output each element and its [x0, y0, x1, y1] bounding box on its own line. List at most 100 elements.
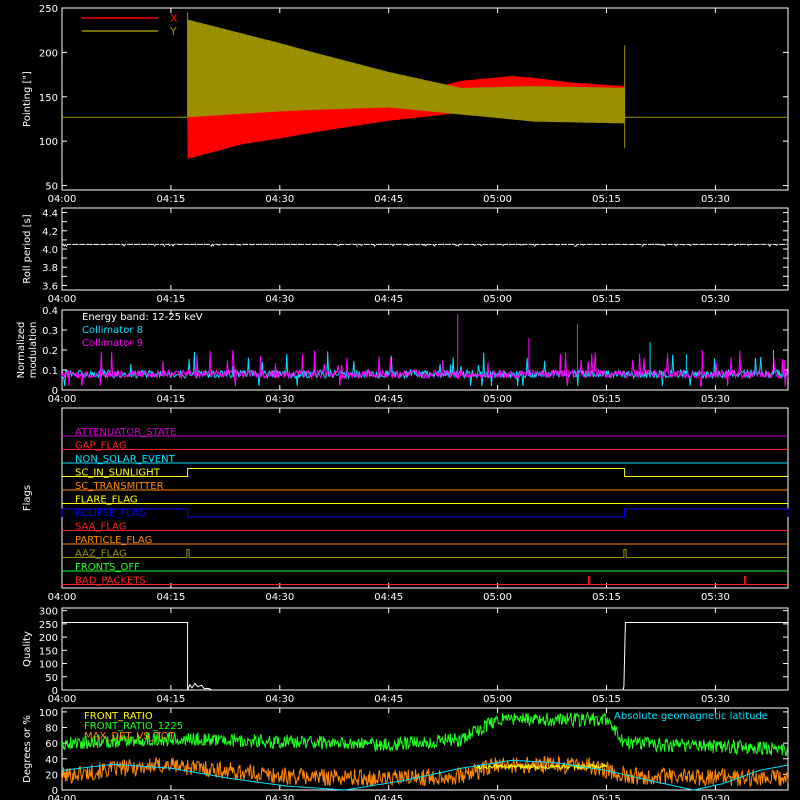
- x-tick-label: 04:45: [374, 592, 403, 603]
- y-tick-label: 4.2: [42, 227, 58, 238]
- x-tick-label: 04:15: [156, 794, 185, 800]
- x-tick-label: 05:00: [483, 694, 512, 705]
- x-tick-label: 04:45: [374, 294, 403, 305]
- x-tick-label: 04:45: [374, 794, 403, 800]
- y-tick-label: 200: [39, 633, 58, 644]
- roll-period-line: [62, 243, 788, 248]
- y-tick-label: 50: [45, 673, 58, 684]
- y-tick-label: 4.4: [42, 209, 58, 220]
- y-tick-label: 100: [39, 660, 58, 671]
- x-tick-label: 04:15: [156, 394, 185, 405]
- x-tick-label: 05:15: [592, 694, 621, 705]
- y-tick-label: 0.1: [42, 366, 58, 377]
- flag-label-particle_flag: PARTICLE_FLAG: [75, 535, 152, 546]
- modulation-series-0: [61, 351, 789, 387]
- x-tick-label: 05:15: [592, 592, 621, 603]
- legend-label-x: X: [170, 12, 178, 25]
- y-axis-label: Quality: [22, 631, 33, 667]
- panel-roll-period: 04:00 04:15 04:30 04:45 05:00 05:15 05:30 3.6 3.…: [22, 207, 789, 305]
- flag-label-non_solar_event: NON_SOLAR_EVENT: [75, 454, 176, 465]
- y-tick-label: 300: [39, 607, 58, 618]
- x-tick-label: 05:00: [483, 394, 512, 405]
- flag-trace-aaz_flag: [62, 549, 788, 558]
- x-tick-label: 04:30: [265, 194, 294, 205]
- x-tick-label: 05:00: [483, 794, 512, 800]
- legend-label-y: Y: [169, 25, 177, 38]
- x-tick-label: 04:00: [48, 394, 77, 405]
- x-tick-label: 05:00: [483, 194, 512, 205]
- flag-label-eclipse_flag: ECLIPSE_FLAG: [75, 508, 146, 519]
- latitude-annotation: Absolute geomagnetic latitude: [614, 711, 768, 722]
- series-front-ratio: [475, 762, 607, 771]
- y-axis-label-line: modulation: [28, 322, 39, 379]
- y-tick-label: 150: [39, 93, 58, 104]
- y-tick-label: 150: [39, 646, 58, 657]
- y-tick-label: 20: [45, 770, 58, 781]
- x-tick-label: 04:00: [48, 592, 77, 603]
- series-geomagnetic-latitude: [61, 759, 789, 791]
- x-tick-label: 05:30: [701, 194, 730, 205]
- y-tick-label: 3.8: [42, 263, 58, 274]
- y-tick-label: 250: [39, 620, 58, 631]
- x-tick-label: 04:45: [374, 394, 403, 405]
- latitude-legend-2: MAX_DET_VS_TOT: [84, 731, 176, 742]
- x-tick-label: 05:30: [701, 294, 730, 305]
- flag-label-aaz_flag: AAZ_FLAG: [75, 549, 127, 560]
- y-tick-label: 250: [39, 4, 58, 15]
- flag-label-gap_flag: GAP_FLAG: [75, 441, 127, 452]
- x-tick-label: 05:15: [592, 794, 621, 800]
- flag-label-sc_transmitter: SC_TRANSMITTER: [75, 481, 164, 492]
- flag-trace-bad_packets: [62, 576, 788, 585]
- y-axis-label: Degrees or %: [22, 715, 33, 783]
- x-tick-label: 05:15: [592, 394, 621, 405]
- x-tick-label: 04:15: [156, 592, 185, 603]
- y-tick-label: 0.2: [42, 346, 58, 357]
- panel-pointing: 04:00 04:15 04:30 04:45 05:00 05:15 05:30 50 100…: [22, 4, 789, 205]
- y-tick-label: 40: [45, 755, 58, 766]
- y-tick-label: 50: [45, 182, 58, 193]
- x-tick-label: 04:00: [48, 194, 77, 205]
- x-tick-label: 04:30: [265, 394, 294, 405]
- y-tick-label: 100: [39, 708, 58, 719]
- y-axis-label-line: Normalized: [16, 322, 27, 379]
- modulation-legend-1: Collimator 9: [82, 338, 143, 349]
- latitude-frame: [61, 707, 789, 791]
- x-tick-label: 04:15: [156, 694, 185, 705]
- x-tick-label: 05:30: [701, 694, 730, 705]
- flag-trace-sc_in_sunlight: [62, 468, 788, 477]
- pointing-series-y: [187, 19, 626, 124]
- y-axis-label: Pointing ["]: [22, 71, 33, 127]
- x-tick-label: 04:30: [265, 592, 294, 603]
- x-tick-label: 04:30: [265, 694, 294, 705]
- y-tick-label: 0: [52, 686, 58, 697]
- y-tick-label: 0: [52, 786, 58, 797]
- flag-label-saa_flag: SAA_FLAG: [75, 522, 126, 533]
- panel-latitude: 04:00 04:15 04:30 04:45 05:00 05:15 05:30 0 20 40…: [22, 707, 789, 800]
- series-max-det-vs-tot: [61, 755, 789, 788]
- x-tick-label: 04:15: [156, 194, 185, 205]
- flag-label-sc_in_sunlight: SC_IN_SUNLIGHT: [75, 468, 161, 479]
- quality-frame: [61, 607, 789, 691]
- panel-quality: 04:00 04:15 04:30 04:45 05:00 05:15 05:30 0 50 10…: [22, 607, 789, 705]
- x-tick-label: 04:30: [265, 294, 294, 305]
- x-tick-label: 04:15: [156, 294, 185, 305]
- y-tick-label: 0: [52, 386, 58, 397]
- y-tick-label: 4.0: [42, 245, 58, 256]
- y-tick-label: 3.6: [42, 281, 58, 292]
- pointing-frame: [61, 7, 789, 191]
- x-tick-label: 05:15: [592, 194, 621, 205]
- y-tick-label: 200: [39, 48, 58, 59]
- y-tick-label: 60: [45, 739, 58, 750]
- x-tick-label: 04:00: [48, 794, 77, 800]
- flag-trace-eclipse_flag: [61, 508, 789, 518]
- x-tick-label: 04:00: [48, 294, 77, 305]
- y-tick-label: 0.3: [42, 326, 58, 337]
- quality-line: [62, 622, 788, 691]
- modulation-legend-0: Collimator 8: [82, 325, 143, 336]
- x-tick-label: 04:45: [374, 194, 403, 205]
- flags-frame: [61, 407, 789, 589]
- flag-label-fronts_off: FRONTS_OFF: [75, 562, 140, 573]
- x-tick-label: 05:00: [483, 294, 512, 305]
- x-tick-label: 04:45: [374, 694, 403, 705]
